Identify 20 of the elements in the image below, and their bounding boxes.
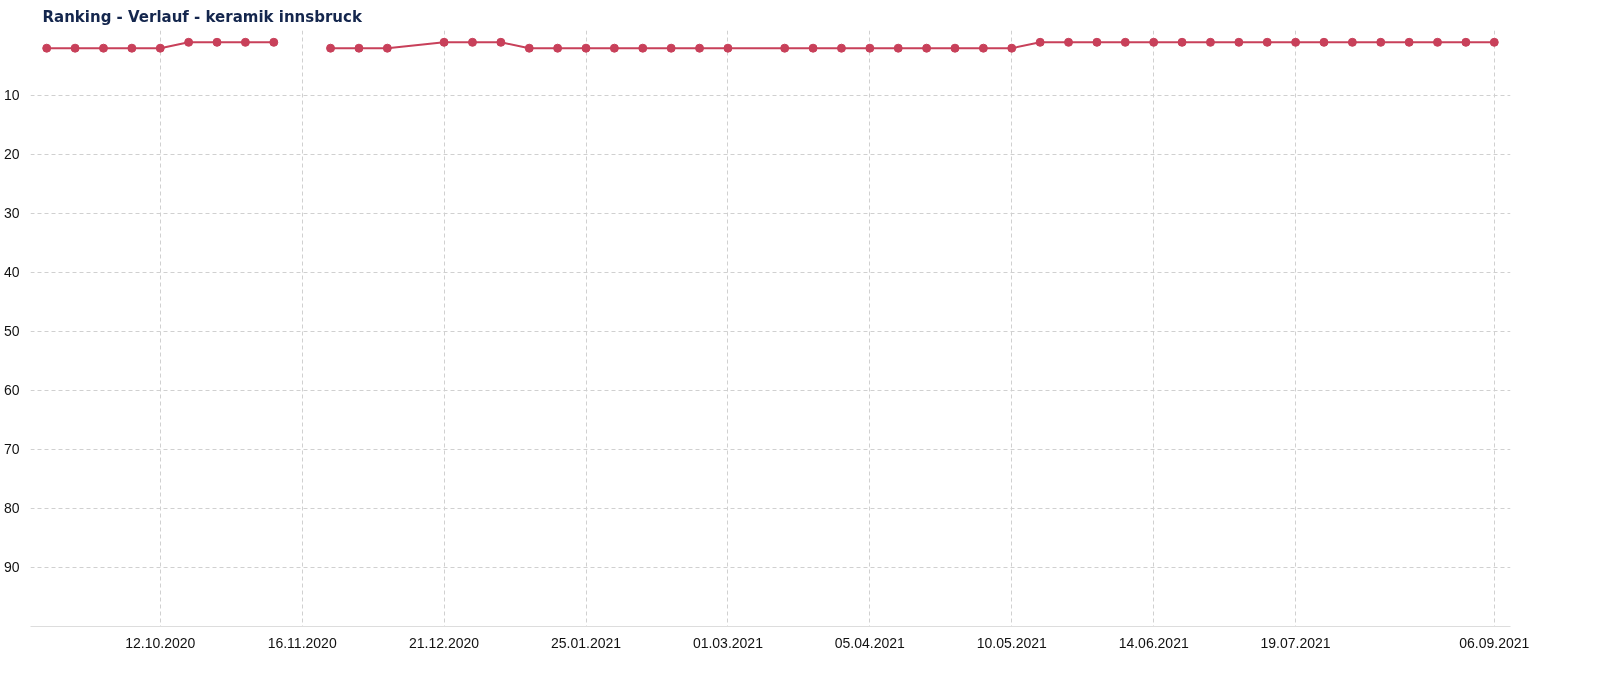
chart-title: Ranking - Verlauf - keramik innsbruck (42, 7, 363, 26)
x-tick-label: 12.10.2020 (125, 634, 196, 651)
y-tick-label: 30 (3, 205, 20, 222)
x-tick-label: 14.06.2021 (1118, 634, 1189, 651)
y-tick-label: 70 (3, 441, 20, 458)
x-tick-label: 05.04.2021 (834, 634, 906, 651)
x-tick-label: 06.09.2021 (1459, 634, 1530, 651)
x-tick-label: 21.12.2020 (409, 634, 480, 651)
y-tick-label: 80 (3, 500, 20, 517)
x-tick-label: 19.07.2021 (1260, 634, 1331, 651)
y-tick-label: 60 (3, 382, 20, 399)
x-tick-label: 10.05.2021 (976, 634, 1048, 651)
x-tick-label: 25.01.2021 (550, 634, 622, 651)
y-tick-label: 40 (3, 264, 20, 281)
x-tick-label: 16.11.2020 (267, 634, 337, 651)
y-tick-label: 20 (3, 146, 20, 163)
y-tick-label: 50 (3, 323, 20, 340)
x-tick-label: 01.03.2021 (692, 634, 764, 651)
y-tick-label: 10 (3, 87, 20, 104)
y-tick-label: 90 (3, 559, 20, 576)
